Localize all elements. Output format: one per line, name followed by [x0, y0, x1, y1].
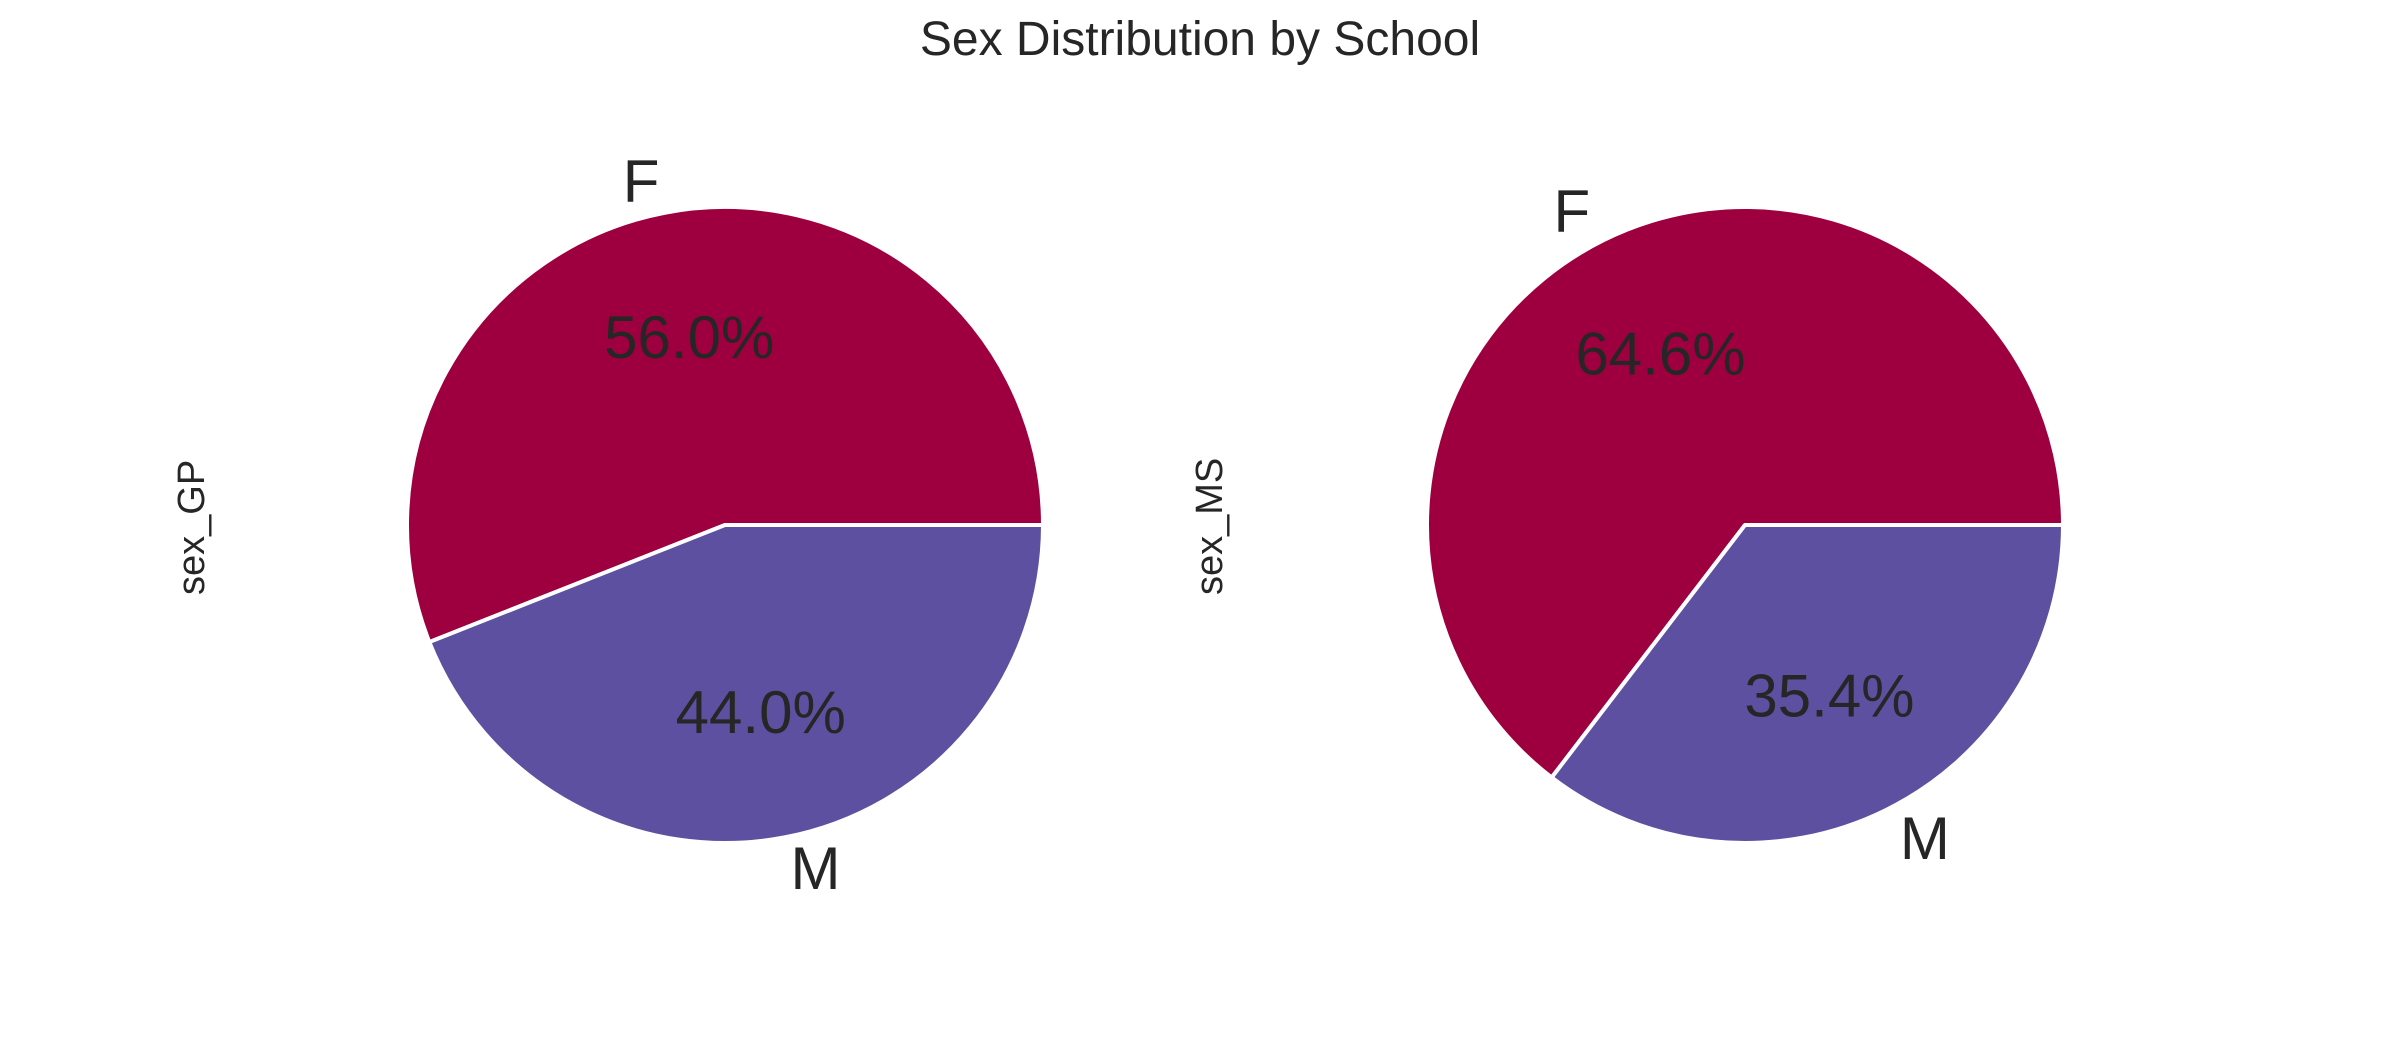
- pie-gp-label-f: F: [623, 148, 660, 215]
- pie-ms-group: F 64.6% M 35.4%: [1425, 178, 2065, 872]
- pie-gp-percent-m: 44.0%: [676, 679, 846, 746]
- pie-gp-slice-m: [427, 523, 1045, 845]
- pie-gp-slice-f: [405, 205, 1045, 645]
- pie-ms-percent-f: 64.6%: [1575, 320, 1745, 387]
- pie-ms-slice-f: [1425, 205, 2065, 780]
- pie-ms-percent-m: 35.4%: [1744, 663, 1914, 730]
- pie-gp-group: F 56.0% M 44.0%: [405, 148, 1045, 902]
- pie-gp-label-m: M: [791, 835, 841, 902]
- pie-ms-label-m: M: [1900, 805, 1950, 872]
- pie-ms-slice-m: [1549, 523, 2065, 845]
- pie-gp-percent-f: 56.0%: [604, 304, 774, 371]
- pie-ms-label-f: F: [1553, 178, 1590, 245]
- chart-title: Sex Distribution by School: [919, 13, 1481, 66]
